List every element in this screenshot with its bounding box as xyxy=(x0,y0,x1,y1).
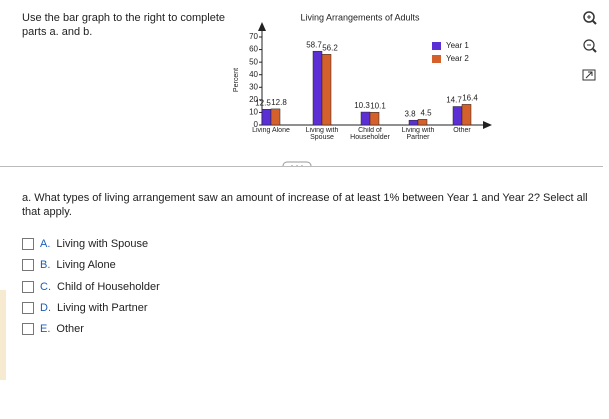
y-tick-label: 30 xyxy=(249,82,258,91)
value-label: 58.7 xyxy=(306,40,322,49)
y-tick-label: 40 xyxy=(249,70,258,79)
option[interactable]: C. Child of Householder xyxy=(22,280,160,293)
option[interactable]: B. Living Alone xyxy=(22,259,116,272)
option-text: Living with Spouse xyxy=(56,238,149,250)
value-label: 3.8 xyxy=(404,109,416,118)
more-button[interactable] xyxy=(282,161,312,166)
bar xyxy=(369,112,380,126)
option[interactable]: D. Living with Partner xyxy=(22,301,148,314)
chart: Living Arrangements of Adults Percent 0 1… xyxy=(233,11,597,166)
y-axis-label: Percent xyxy=(233,68,240,92)
x-tick-label: Child of Householder xyxy=(350,127,390,141)
legend-swatch xyxy=(432,55,441,63)
bar xyxy=(261,109,272,126)
value-label: 14.7 xyxy=(446,96,462,105)
checkbox[interactable] xyxy=(22,323,34,336)
bar xyxy=(321,54,332,126)
question: a. What types of living arrangement saw … xyxy=(22,192,588,218)
bar xyxy=(417,119,428,126)
bar xyxy=(452,106,463,126)
value-label: 12.8 xyxy=(271,98,287,107)
option-letter: D. xyxy=(40,301,51,314)
bar xyxy=(270,108,281,126)
x-tick-label-box: Living with Partner xyxy=(401,127,435,141)
option-text: Child of Householder xyxy=(57,280,160,293)
divider xyxy=(0,166,603,167)
x-tick-label: Living Alone xyxy=(252,127,290,134)
y-tick-label: 60 xyxy=(249,45,258,54)
zoom-out-icon[interactable] xyxy=(583,39,597,53)
value-label: 12.5 xyxy=(255,98,271,107)
x-arrow xyxy=(483,121,492,129)
x-tick-label-box: Child of Householder xyxy=(350,127,390,141)
bar xyxy=(461,104,472,126)
x-tick-label: Other xyxy=(453,127,471,134)
x-tick-label-box: Other xyxy=(453,127,471,134)
y-arrow xyxy=(258,22,266,31)
value-label: 10.3 xyxy=(354,101,370,110)
x-tick-label: Living with Partner xyxy=(401,127,435,141)
y-tick-label: 20 xyxy=(249,95,258,104)
y-tick-label: 10 xyxy=(249,108,258,117)
option-text: Living Alone xyxy=(56,259,116,272)
checkbox[interactable] xyxy=(22,259,34,272)
x-tick-label-box: Living Alone xyxy=(252,127,290,134)
option-letter: A. xyxy=(40,238,51,250)
x-tick-label-box: Living with Spouse xyxy=(305,127,339,141)
option[interactable]: A. Living with Spouse xyxy=(22,238,148,250)
chart-title: Living Arrangements of Adults xyxy=(300,12,420,22)
bar xyxy=(360,111,371,126)
zoom-in-icon[interactable] xyxy=(583,11,597,25)
checkbox[interactable] xyxy=(22,238,34,250)
value-label: 4.5 xyxy=(420,108,432,117)
y-tick-label: 70 xyxy=(249,32,258,41)
y-tick-label: 50 xyxy=(249,57,258,66)
option-text: Living with Partner xyxy=(57,301,148,314)
value-label: 10.1 xyxy=(370,101,386,110)
side-strip xyxy=(0,290,6,380)
legend-swatch xyxy=(432,42,441,50)
value-label: 16.4 xyxy=(462,93,478,102)
y-tick-label: 0 xyxy=(254,120,259,129)
option-text: Other xyxy=(56,323,84,336)
bar xyxy=(408,119,419,126)
bar xyxy=(312,50,323,126)
popout-icon[interactable] xyxy=(582,69,596,81)
option-letter: B. xyxy=(40,259,51,272)
x-tick-label: Living with Spouse xyxy=(305,127,339,141)
option-letter: C. xyxy=(40,280,51,293)
legend-label: Year 1 xyxy=(446,41,469,50)
instructions: Use the bar graph to the right to comple… xyxy=(22,12,226,38)
option[interactable]: E. Other xyxy=(22,323,84,336)
legend-label: Year 2 xyxy=(446,54,469,63)
checkbox[interactable] xyxy=(22,280,34,293)
option-letter: E. xyxy=(40,323,51,336)
value-label: 56.2 xyxy=(322,43,338,52)
checkbox[interactable] xyxy=(22,301,34,314)
